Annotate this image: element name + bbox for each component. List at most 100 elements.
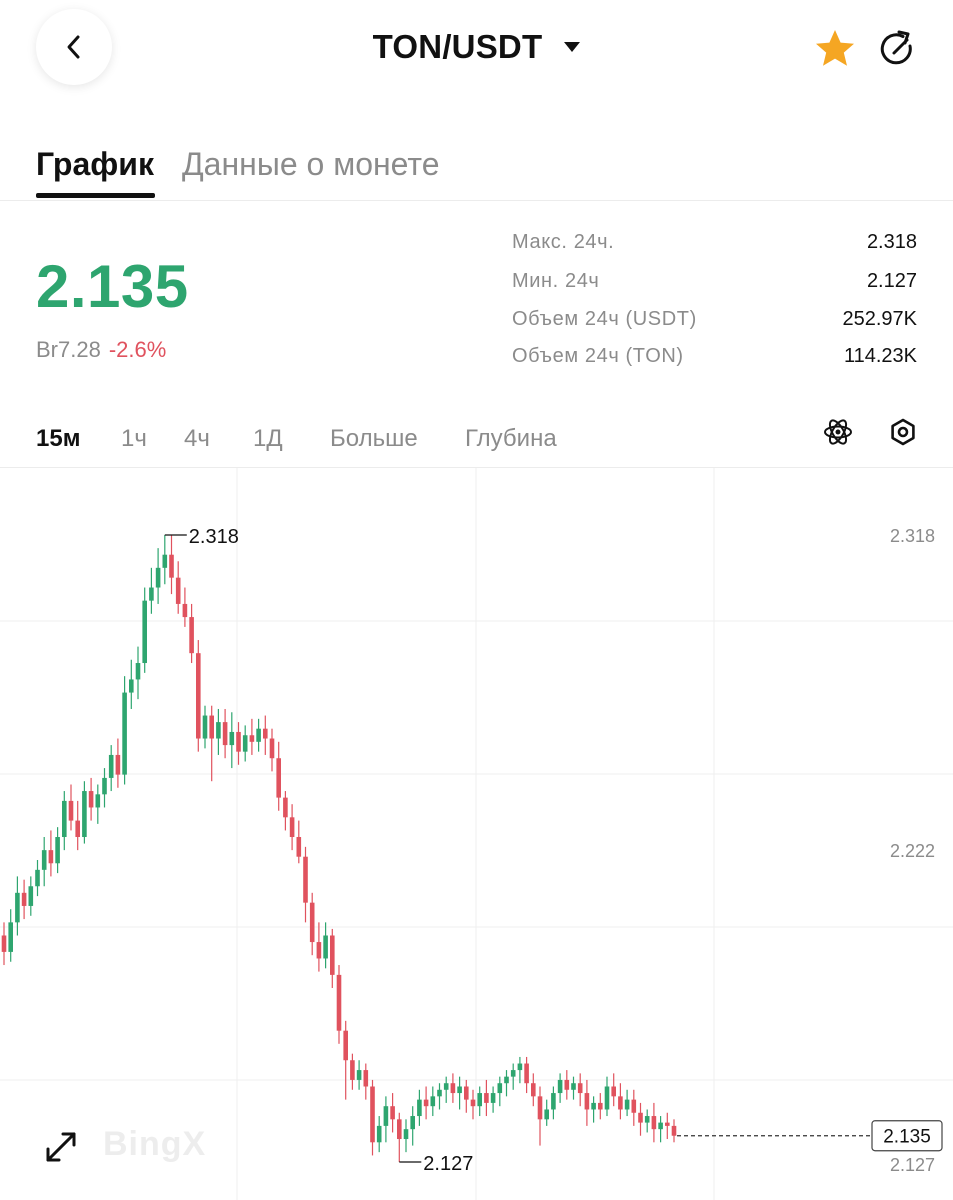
candle (443, 1083, 449, 1090)
candle (598, 1102, 603, 1110)
candle (410, 1116, 415, 1130)
candle (403, 1129, 409, 1140)
last-price: 2.135 (36, 253, 189, 320)
candle (135, 663, 141, 680)
tab-chart[interactable]: График (36, 146, 154, 182)
candle (182, 603, 188, 618)
candle (35, 869, 40, 887)
chevron-left-icon (67, 35, 80, 59)
atom-icon[interactable] (822, 416, 854, 448)
y-axis-label: 2.222 (890, 841, 935, 861)
candle (276, 758, 281, 798)
candle (1, 935, 7, 952)
y-axis-label: 2.318 (890, 526, 935, 546)
candle (155, 567, 161, 588)
last-price-label: 2.135 (883, 1127, 931, 1148)
candle (336, 974, 342, 1031)
candle (249, 735, 255, 742)
candle (303, 856, 308, 903)
candle (537, 1096, 543, 1120)
stat-label-volume-ton: Объем 24ч (TON) (512, 345, 684, 367)
candle (517, 1063, 523, 1071)
candle (209, 715, 214, 739)
hexagon-gear-icon[interactable] (887, 416, 919, 448)
timeframe-15m[interactable]: 15м (36, 425, 81, 452)
candle (383, 1106, 389, 1126)
candle (68, 800, 74, 821)
candle (202, 715, 208, 739)
timeframe-more[interactable]: Больше (330, 425, 418, 452)
candle (450, 1083, 456, 1094)
candle (196, 653, 201, 739)
candle (263, 728, 268, 739)
candle (651, 1116, 657, 1130)
timeframe-1h[interactable]: 1ч (121, 425, 147, 452)
candle (149, 587, 154, 601)
stat-value-volume-ton: 114.23K (843, 345, 917, 367)
candle (108, 754, 114, 778)
candle (423, 1099, 429, 1107)
candle (115, 754, 121, 775)
candle (309, 902, 315, 943)
depth-tab[interactable]: Глубина (465, 425, 557, 452)
candle (316, 942, 322, 959)
candle (142, 600, 147, 664)
candle (464, 1086, 469, 1100)
candle (55, 837, 60, 864)
candle (102, 777, 107, 795)
fiat-price: Br7.28 (36, 337, 101, 362)
chart-grid (0, 468, 953, 1200)
candles (1, 535, 677, 1162)
share-icon[interactable] (874, 26, 920, 72)
timeframe-1d[interactable]: 1Д (253, 425, 283, 452)
candle (8, 922, 13, 952)
candle (82, 791, 87, 838)
candle (430, 1096, 436, 1107)
candle (584, 1093, 590, 1110)
price-change: -2.6% (108, 337, 167, 362)
candle (370, 1086, 375, 1143)
pair-title: TON/USDT (372, 28, 543, 65)
candle (75, 820, 80, 838)
candle (175, 577, 181, 604)
candle (417, 1099, 422, 1117)
caret-down-icon (564, 42, 581, 52)
y-axis-label: 2.127 (890, 1155, 935, 1175)
candle (638, 1112, 643, 1123)
candle (531, 1083, 536, 1097)
candle (631, 1099, 637, 1113)
candle (343, 1030, 348, 1061)
candle (122, 692, 127, 775)
candle (551, 1093, 556, 1110)
candle (162, 554, 168, 568)
candle (497, 1083, 503, 1094)
expand-icon[interactable] (44, 1130, 78, 1164)
candle (577, 1083, 583, 1094)
candle (611, 1086, 616, 1097)
active-tab-indicator (36, 193, 155, 198)
timeframe-4h[interactable]: 4ч (184, 425, 210, 452)
candle (557, 1079, 563, 1094)
pair-dropdown[interactable]: TON/USDT (373, 28, 581, 66)
candle (470, 1099, 476, 1107)
candle (62, 800, 67, 838)
candle (437, 1089, 442, 1097)
price-subline: Br7.28 -2.6% (36, 337, 166, 363)
candle (644, 1116, 650, 1123)
candle (256, 728, 261, 742)
candle (490, 1093, 496, 1103)
candle (296, 837, 302, 857)
candle (477, 1093, 482, 1107)
candle (169, 554, 174, 578)
candle (671, 1125, 677, 1136)
candle (604, 1086, 610, 1110)
candle (356, 1070, 362, 1080)
candle (457, 1086, 462, 1094)
back-button[interactable] (36, 9, 112, 85)
tab-coin-data[interactable]: Данные о монете (182, 146, 440, 182)
candle (283, 797, 288, 818)
candle (544, 1109, 549, 1120)
star-icon[interactable] (812, 26, 858, 72)
candlestick-chart[interactable]: 2.318 2.222 2.127 2.318 2.127 2.135 (0, 468, 953, 1200)
divider (0, 467, 953, 468)
